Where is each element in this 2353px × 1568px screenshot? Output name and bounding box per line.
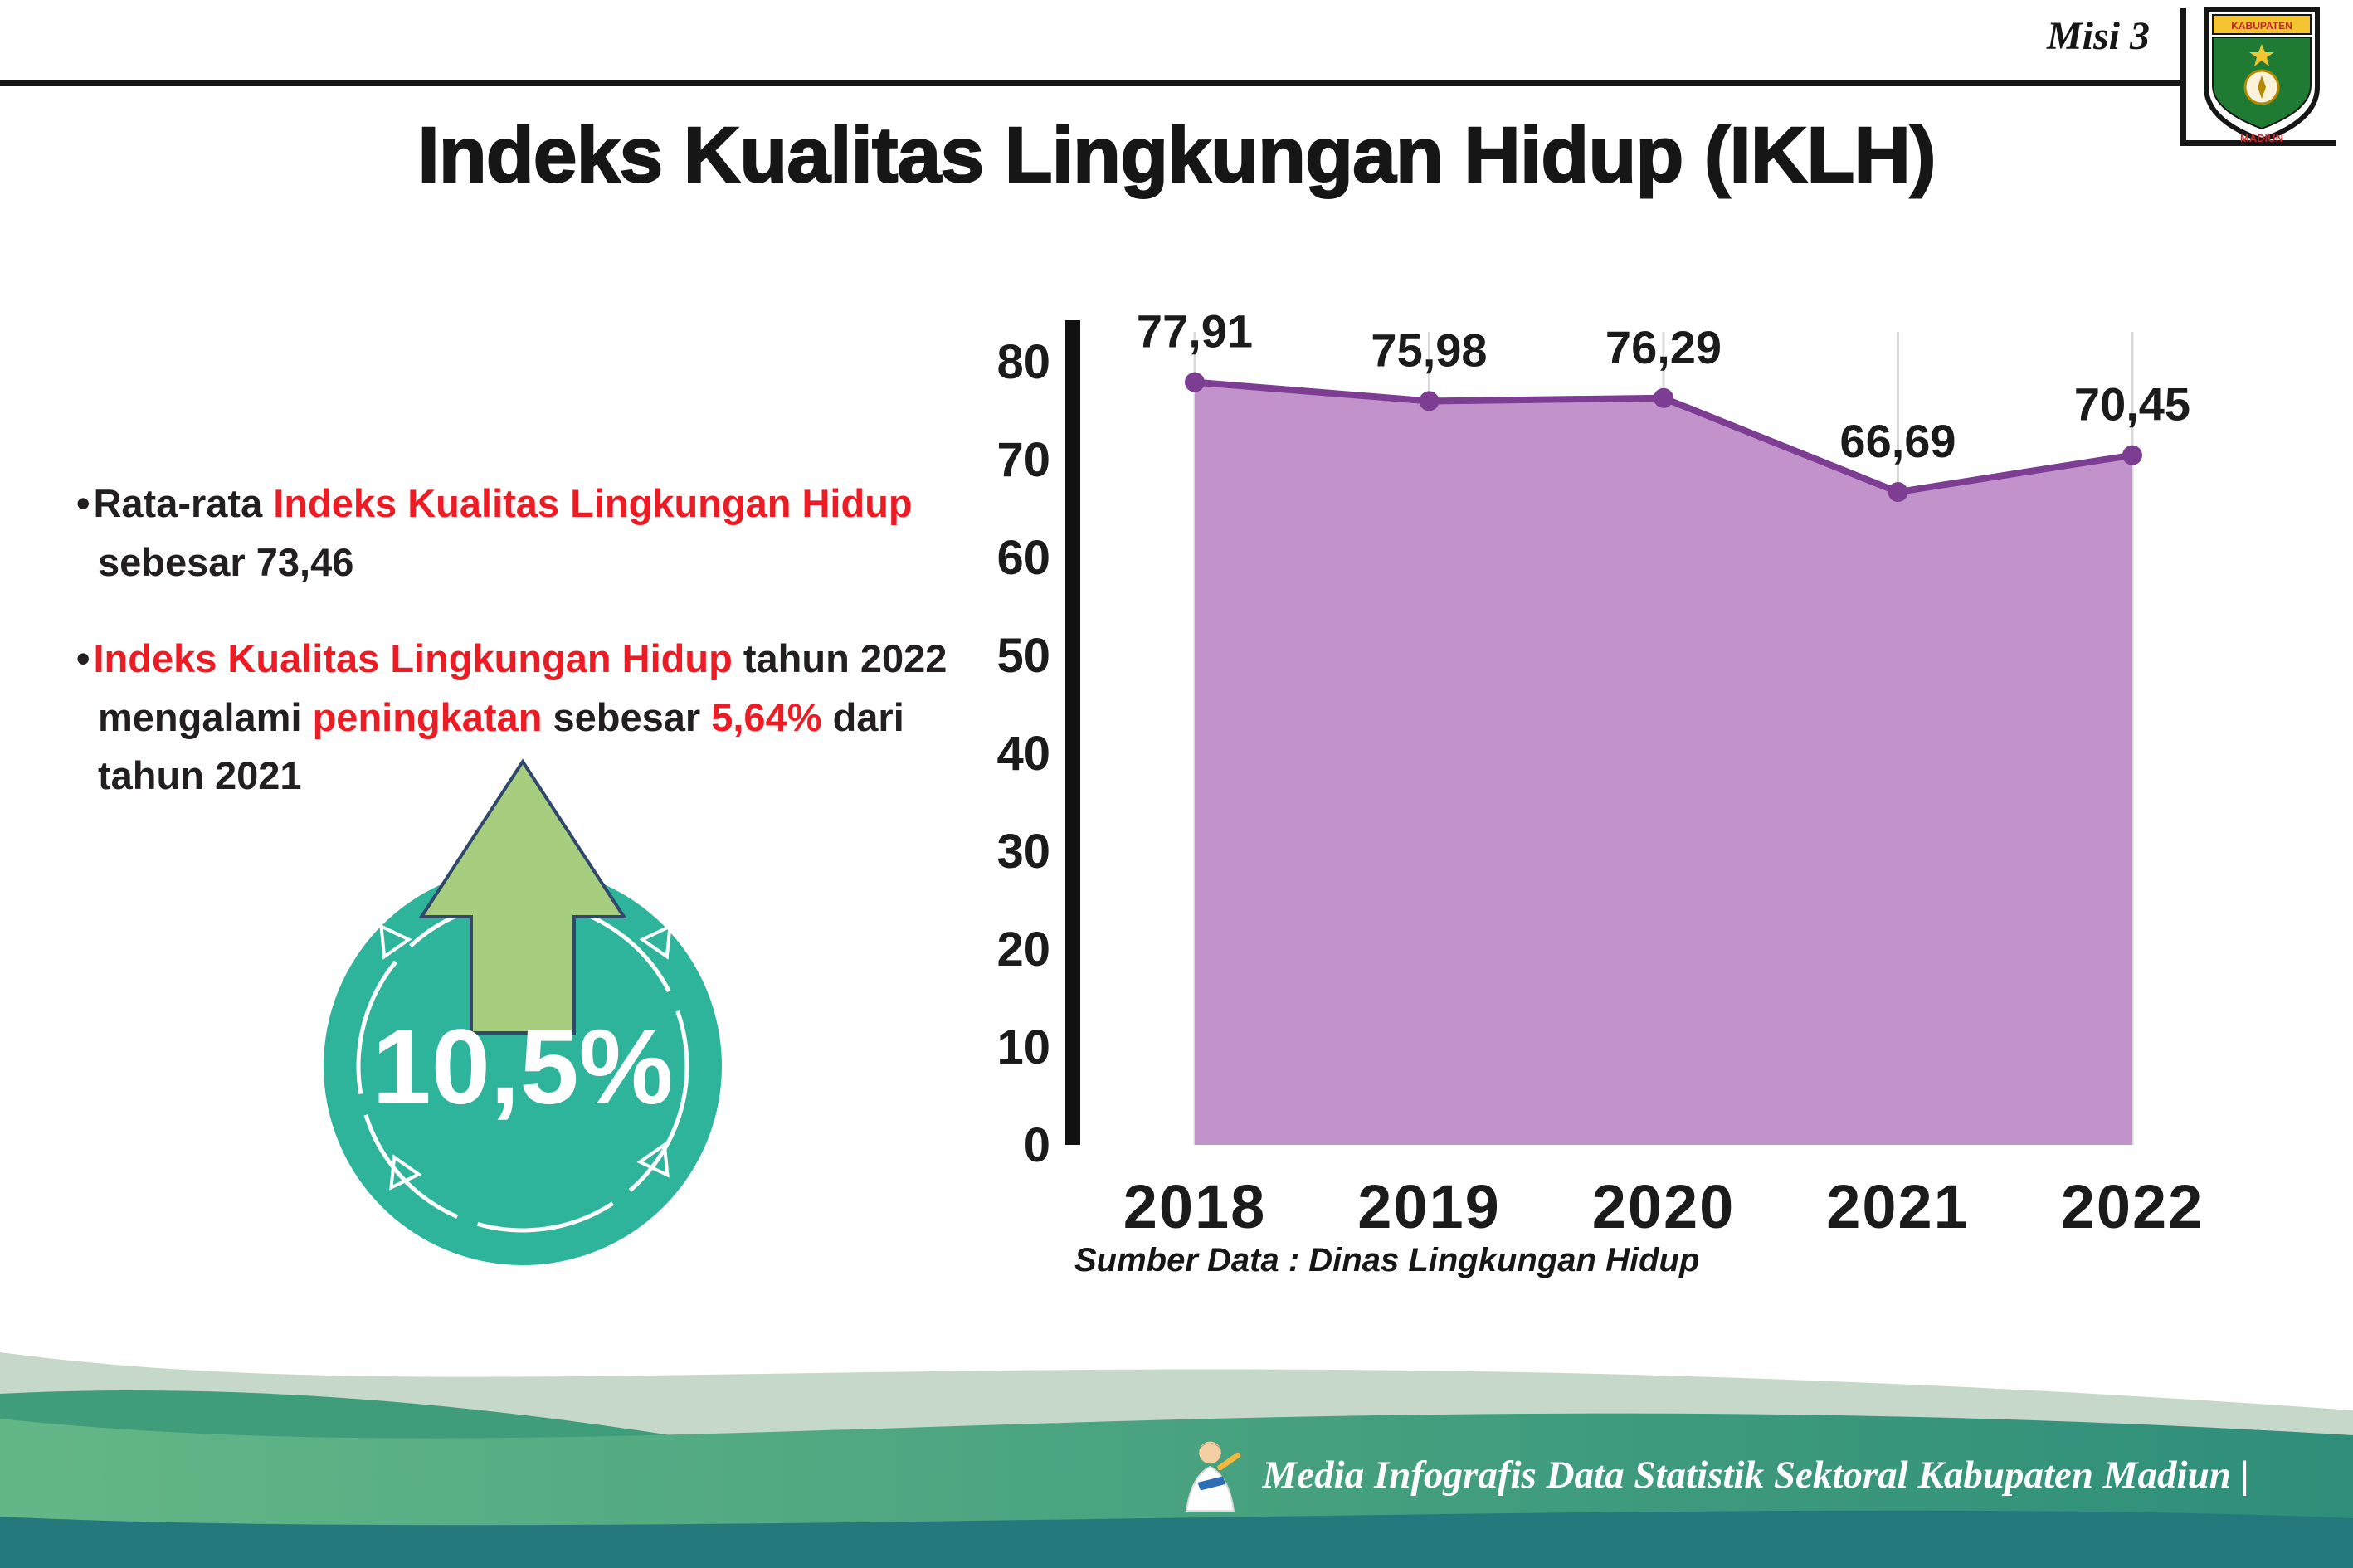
misi-label: Misi 3 [2046,14,2150,58]
svg-text:70,45: 70,45 [2074,378,2190,431]
badge-circle [324,867,722,1265]
page-title: Indeks Kualitas Lingkungan Hidup (IKLH) [417,110,1936,200]
svg-text:50: 50 [996,629,1050,683]
increase-badge-graphic: 10,5% [324,758,722,1265]
svg-text:2019: 2019 [1357,1172,1501,1241]
svg-text:40: 40 [996,727,1050,781]
shield-logo-icon: KABUPATEN MADIUN [2203,6,2320,144]
svg-text:2020: 2020 [1592,1172,1736,1241]
bullet-list: •Rata-rata Indeks Kualitas Lingkungan Hi… [76,475,972,844]
svg-text:66,69: 66,69 [1839,415,1956,467]
svg-text:0: 0 [1024,1118,1050,1172]
logo-star-icon [2248,43,2274,66]
logo-banner-text: KABUPATEN [2231,20,2292,32]
header-rule [0,80,2180,86]
svg-text:70: 70 [996,433,1050,487]
svg-text:60: 60 [996,531,1050,585]
bullet-item: •Indeks Kualitas Lingkungan Hidup tahun … [76,636,948,797]
bullet-item: •Rata-rata Indeks Kualitas Lingkungan Hi… [76,481,913,584]
svg-text:2022: 2022 [2061,1172,2204,1241]
svg-text:2021: 2021 [1826,1172,1970,1241]
footer-credit-text: Media Infografis Data Statistik Sektoral… [1262,1453,2249,1497]
kabupaten-madiun-logo: KABUPATEN MADIUN [2180,6,2336,146]
mascot-icon [1185,1441,1240,1512]
svg-text:2018: 2018 [1123,1172,1267,1241]
footer-waves [0,1352,2353,1568]
svg-text:20: 20 [996,923,1050,976]
source-note: Sumber Data : Dinas Lingkungan Hidup [1074,1242,1700,1278]
svg-text:75,98: 75,98 [1371,324,1487,376]
increase-badge: 10,5% [307,747,738,1278]
badge-value: 10,5% [373,1008,674,1127]
svg-text:10: 10 [996,1020,1050,1074]
up-arrow-icon [418,758,627,1035]
area-chart-svg: 0 10 20 30 40 50 60 70 80 2018 2019 2020 2021 2022 77,… [996,305,2204,1241]
svg-text:77,91: 77,91 [1137,305,1253,358]
logo-bottom-text: MADIUN [2240,132,2283,144]
iklh-area-chart: 0 10 20 30 40 50 60 70 80 2018 2019 2020 2021 2022 77,… [979,299,2224,1344]
badge-triangles [379,923,672,1191]
svg-text:80: 80 [996,335,1050,389]
footer-credit: Media Infografis Data Statistik Sektoral… [1171,1435,2249,1514]
svg-text:76,29: 76,29 [1605,321,1722,373]
svg-text:30: 30 [996,825,1050,879]
